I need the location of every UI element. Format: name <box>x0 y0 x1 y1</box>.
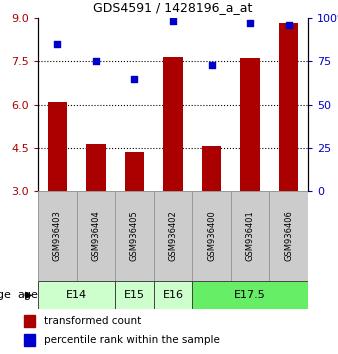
Text: GSM936406: GSM936406 <box>284 211 293 262</box>
Point <box>54 41 60 47</box>
Bar <box>163 57 183 191</box>
Bar <box>115 281 154 309</box>
Text: GSM936403: GSM936403 <box>53 211 62 262</box>
Point <box>132 76 137 81</box>
Bar <box>231 191 269 281</box>
Text: GSM936402: GSM936402 <box>169 211 177 261</box>
Bar <box>154 191 192 281</box>
Point <box>209 62 214 68</box>
Text: E14: E14 <box>66 290 87 300</box>
Text: GSM936400: GSM936400 <box>207 211 216 261</box>
Title: GDS4591 / 1428196_a_at: GDS4591 / 1428196_a_at <box>93 1 253 14</box>
Bar <box>279 23 298 191</box>
Point <box>286 22 291 28</box>
Bar <box>125 152 144 191</box>
Text: E16: E16 <box>163 290 184 300</box>
Text: E17.5: E17.5 <box>234 290 266 300</box>
Bar <box>77 191 115 281</box>
Text: ▶: ▶ <box>25 290 33 300</box>
Bar <box>115 191 154 281</box>
Text: age: age <box>0 290 11 300</box>
Bar <box>154 281 192 309</box>
Point <box>247 21 253 26</box>
Bar <box>202 146 221 191</box>
Bar <box>241 58 260 191</box>
Bar <box>24 315 35 327</box>
Bar <box>38 191 77 281</box>
Point <box>170 19 176 24</box>
Text: GSM936401: GSM936401 <box>246 211 255 261</box>
Text: percentile rank within the sample: percentile rank within the sample <box>44 335 220 345</box>
Text: age: age <box>17 290 38 300</box>
Text: GSM936404: GSM936404 <box>91 211 100 261</box>
Bar <box>269 191 308 281</box>
Bar <box>48 102 67 191</box>
Text: E15: E15 <box>124 290 145 300</box>
Text: transformed count: transformed count <box>44 316 141 326</box>
Bar <box>192 281 308 309</box>
Bar <box>24 334 35 346</box>
Text: GSM936405: GSM936405 <box>130 211 139 261</box>
Bar <box>38 281 115 309</box>
Bar <box>192 191 231 281</box>
Bar <box>86 144 105 191</box>
Point <box>93 58 99 64</box>
